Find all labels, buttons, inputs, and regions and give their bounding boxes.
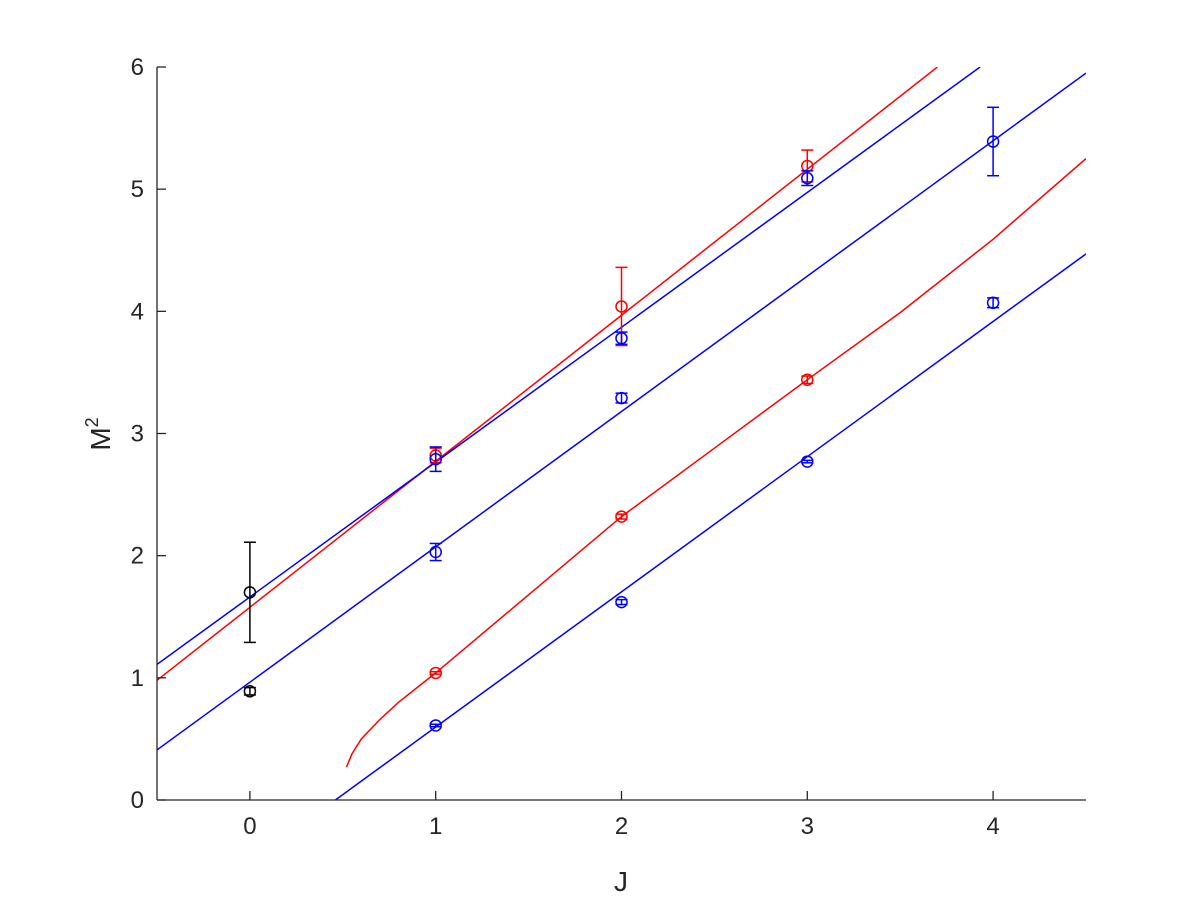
point-marker	[615, 595, 628, 609]
data-point	[429, 446, 442, 473]
data-point	[801, 373, 814, 386]
y-axis-label-superscript: 2	[82, 417, 102, 427]
data-point	[429, 542, 442, 562]
x-tick-label: 1	[429, 813, 442, 840]
plot-area	[157, 67, 1086, 800]
x-tick-label: 2	[615, 813, 628, 840]
point-marker	[429, 545, 442, 559]
data-point	[986, 106, 1000, 177]
x-tick-label: 3	[801, 813, 814, 840]
fit-line-2	[157, 67, 981, 666]
data-points	[243, 106, 1000, 732]
point-marker	[615, 331, 628, 345]
point-marker	[615, 510, 628, 523]
x-tick-label: 4	[986, 813, 999, 840]
y-tick-label: 2	[131, 543, 144, 570]
point-marker	[429, 452, 442, 466]
data-point	[429, 666, 442, 680]
y-tick-label: 3	[131, 421, 144, 448]
x-tick-label: 0	[243, 813, 256, 840]
ticks: 0 1 2 3 4 0 1 2 3 4 5 6	[131, 54, 1000, 840]
point-marker	[615, 300, 628, 313]
point-marker	[986, 296, 1000, 310]
fit-line-5	[345, 158, 1086, 768]
data-point	[429, 719, 442, 732]
y-tick-label: 0	[131, 787, 144, 814]
y-axis-label: M2	[82, 417, 116, 450]
point-marker	[986, 135, 1000, 148]
data-point	[801, 455, 814, 468]
data-point	[615, 331, 628, 346]
point-marker	[801, 373, 814, 386]
point-marker	[429, 666, 442, 680]
data-point	[801, 170, 814, 187]
data-point	[243, 541, 257, 644]
point-marker	[801, 171, 814, 185]
point-marker	[243, 586, 257, 599]
y-axis-label-base: M	[85, 427, 116, 450]
y-tick-label: 1	[131, 665, 144, 692]
data-point	[615, 510, 628, 523]
point-marker	[429, 719, 442, 732]
data-point	[615, 595, 628, 609]
y-tick-label: 5	[131, 176, 144, 203]
fit-line-3	[157, 72, 1086, 751]
fit-line-4	[334, 253, 1086, 800]
point-marker	[243, 685, 257, 698]
x-axis-label: J	[614, 866, 628, 897]
point-marker	[615, 391, 628, 405]
data-point	[243, 685, 257, 698]
data-point	[986, 296, 1000, 310]
data-point	[615, 391, 628, 405]
point-marker	[801, 455, 814, 468]
y-tick-label: 6	[131, 54, 144, 81]
y-tick-label: 4	[131, 298, 144, 325]
